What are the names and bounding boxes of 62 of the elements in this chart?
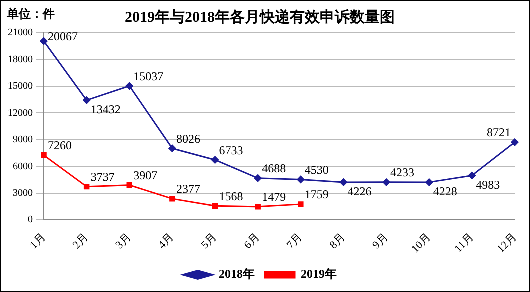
data-label: 4226 — [348, 184, 372, 199]
data-label: 3737 — [90, 170, 115, 184]
point — [254, 174, 262, 182]
x-tick-label: 10月 — [409, 231, 434, 256]
y-tick-label: 3000 — [13, 188, 33, 200]
legend-label: 2018年 — [219, 267, 255, 282]
point — [83, 96, 91, 104]
y-tick-label: 9000 — [13, 134, 33, 146]
point — [40, 38, 48, 46]
point — [168, 144, 176, 152]
data-label: 8026 — [176, 132, 200, 146]
chart-title: 2019年与2018年各月快递有效申诉数量图 — [125, 8, 395, 26]
legend-label: 2019年 — [301, 267, 337, 282]
data-label: 4983 — [476, 178, 500, 192]
data-label: 13432 — [90, 102, 121, 117]
data-label: 4688 — [262, 161, 286, 176]
data-label: 1568 — [219, 189, 244, 204]
x-tick-label: 11月 — [452, 231, 476, 256]
point — [426, 178, 434, 186]
data-label: 1479 — [262, 190, 286, 204]
x-tick-label: 9月 — [370, 231, 391, 252]
point — [340, 178, 348, 186]
point — [382, 178, 390, 186]
y-tick-label: 6000 — [13, 161, 33, 172]
x-tick-label: 1月 — [28, 231, 48, 252]
data-label: 2377 — [176, 182, 200, 196]
data-label: 3907 — [134, 168, 158, 182]
data-label: 4233 — [390, 166, 415, 180]
point — [126, 82, 134, 90]
x-tick-label: 6月 — [242, 231, 262, 252]
data-label: 6733 — [219, 143, 244, 158]
point — [84, 184, 90, 190]
data-label: 4228 — [433, 184, 458, 199]
point — [297, 176, 305, 184]
x-tick-label: 8月 — [328, 231, 348, 252]
x-tick-label: 7月 — [284, 231, 306, 252]
point — [41, 152, 47, 158]
point — [298, 202, 304, 208]
data-label: 4530 — [304, 162, 329, 177]
point — [212, 156, 220, 164]
data-label: 15037 — [134, 69, 164, 84]
point — [212, 203, 218, 210]
x-tick-label: 12月 — [495, 231, 520, 256]
point — [511, 138, 519, 146]
point — [170, 196, 176, 202]
point — [126, 182, 133, 188]
y-tick-label: 21000 — [8, 28, 33, 39]
y-tick-label: 0 — [28, 214, 33, 226]
point — [468, 172, 476, 180]
data-label: 7260 — [48, 138, 72, 153]
x-tick-label: 3月 — [114, 231, 134, 252]
point — [255, 204, 261, 210]
text: 单位：件 — [6, 7, 55, 22]
x-tick-label: 4月 — [156, 231, 177, 252]
data-label: 1759 — [304, 188, 329, 202]
data-label: 20067 — [48, 29, 78, 44]
y-tick-label: 12000 — [8, 108, 33, 119]
x-tick-label: 5月 — [199, 231, 220, 252]
data-label: 8721 — [487, 126, 511, 140]
y-tick-label: 18000 — [8, 54, 33, 66]
x-tick-label: 2月 — [70, 231, 91, 252]
y-tick-label: 15000 — [8, 81, 33, 92]
